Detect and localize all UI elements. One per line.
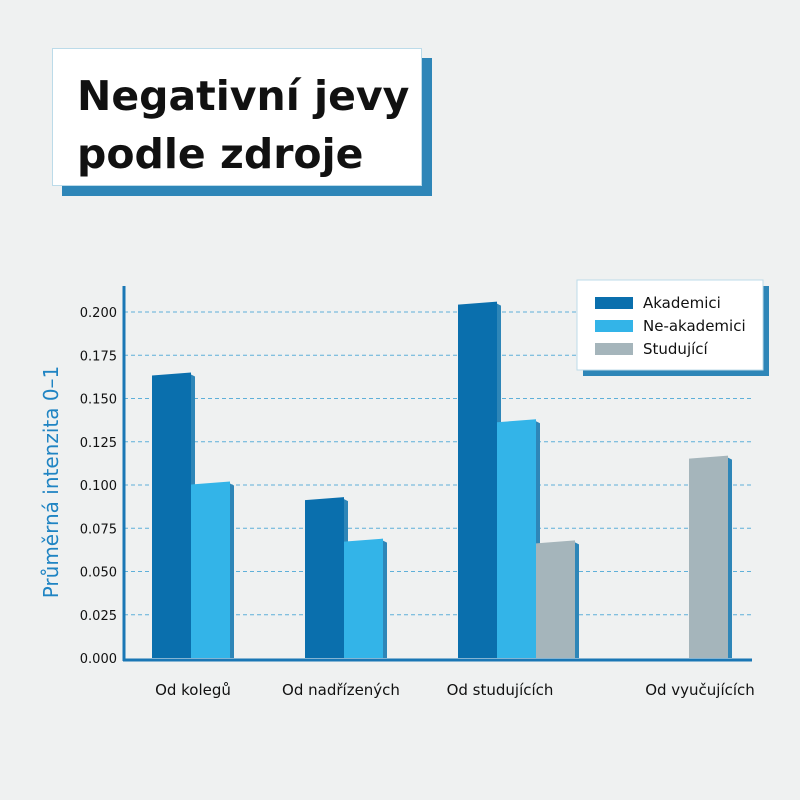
chart-title-line-2: podle zdroje	[77, 130, 364, 178]
bar	[536, 540, 575, 658]
legend: Akademici Ne-akademici Studující	[576, 279, 769, 376]
title-box: Negativní jevy podle zdroje	[52, 48, 422, 186]
bar	[191, 481, 230, 658]
y-tick-label: 0.075	[80, 522, 117, 537]
axes	[122, 286, 752, 662]
x-category-label: Od studujících	[447, 681, 554, 699]
y-tick-label: 0.175	[80, 349, 117, 364]
legend-swatch	[595, 297, 633, 309]
bar-side	[230, 483, 234, 658]
chart-title-line-1: Negativní jevy	[77, 72, 410, 120]
legend-label: Studující	[643, 340, 709, 358]
bar	[344, 538, 383, 658]
bar	[305, 497, 344, 658]
bar	[689, 455, 728, 658]
legend-label: Ne-akademici	[643, 317, 746, 335]
x-category-label: Od nadřízených	[282, 681, 400, 699]
x-category-label: Od vyučujících	[645, 681, 755, 699]
y-tick-label: 0.200	[80, 306, 117, 321]
legend-swatch	[595, 320, 633, 332]
bar-side	[575, 542, 579, 658]
y-tick-labels: 0.000 0.025 0.050 0.075 0.100 0.125 0.150 0.175…	[80, 306, 117, 667]
bar-side	[383, 540, 387, 658]
legend-swatch	[595, 343, 633, 355]
y-tick-label: 0.150	[80, 393, 117, 408]
y-tick-label: 0.025	[80, 609, 117, 624]
x-category-label: Od kolegů	[155, 681, 231, 699]
y-tick-label: 0.100	[80, 479, 117, 494]
y-tick-label: 0.125	[80, 436, 117, 451]
bar	[497, 419, 536, 658]
x-category-labels: Od kolegů Od nadřízených Od studujících Od …	[155, 681, 755, 699]
bar-side	[728, 457, 732, 658]
y-tick-label: 0.000	[80, 652, 117, 667]
legend-label: Akademici	[643, 294, 721, 312]
bar	[152, 372, 191, 658]
y-axis-label: Průměrná intenzita 0–1	[39, 366, 63, 599]
y-tick-label: 0.050	[80, 566, 117, 581]
bar	[458, 301, 497, 658]
bars	[152, 301, 732, 658]
